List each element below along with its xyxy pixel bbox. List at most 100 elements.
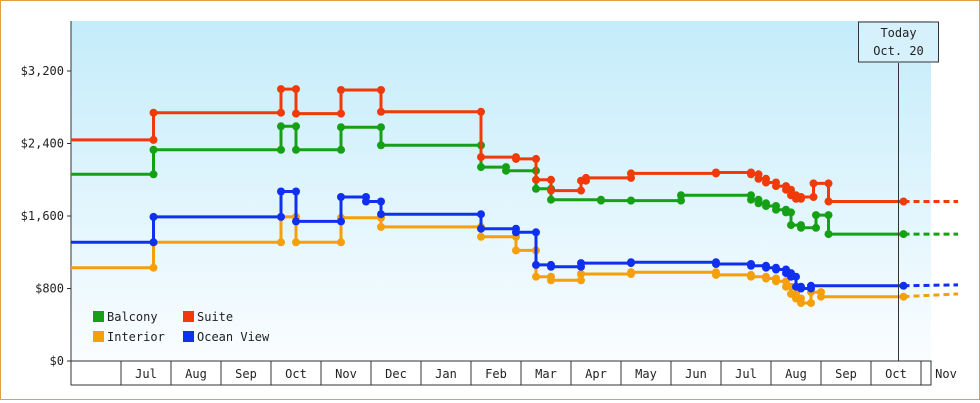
data-point: [807, 299, 815, 307]
data-point: [547, 276, 555, 285]
data-point: [149, 170, 158, 179]
data-point: [817, 292, 825, 301]
series-suite: [71, 85, 958, 206]
x-tick-label: Oct: [285, 367, 307, 381]
data-point: [712, 260, 720, 268]
data-point: [337, 109, 345, 118]
today-date-label: Oct. 20: [873, 44, 924, 58]
data-point: [377, 141, 385, 150]
legend-label: Ocean View: [197, 330, 270, 344]
data-point: [809, 179, 818, 188]
data-point: [337, 145, 345, 154]
data-point: [899, 292, 908, 301]
data-point: [337, 86, 345, 94]
data-point: [899, 197, 908, 206]
data-point: [712, 168, 720, 177]
data-point: [747, 272, 755, 281]
y-tick-label: $3,200: [21, 64, 64, 78]
data-point: [754, 199, 763, 208]
x-tick-label: Sep: [835, 367, 857, 381]
data-point: [292, 145, 300, 154]
data-point: [532, 272, 540, 281]
data-point: [337, 238, 345, 247]
x-tick-label: Jul: [735, 367, 757, 381]
data-point: [712, 270, 720, 279]
x-tick-label: Dec: [385, 367, 407, 381]
data-point: [787, 185, 795, 194]
data-point: [277, 85, 285, 94]
today-label: Today: [880, 26, 916, 40]
data-point: [532, 228, 540, 237]
legend-swatch: [183, 311, 194, 322]
data-point: [149, 108, 158, 117]
data-point: [824, 230, 833, 239]
data-point: [377, 107, 385, 116]
data-point: [747, 261, 755, 270]
data-point: [787, 221, 795, 230]
data-point: [627, 169, 635, 178]
data-point: [762, 178, 770, 187]
data-point: [899, 230, 908, 239]
data-point: [797, 193, 805, 201]
data-point: [512, 228, 520, 237]
data-point: [477, 210, 485, 219]
data-point: [502, 166, 510, 175]
data-point: [577, 259, 585, 268]
x-tick-label: Mar: [535, 367, 557, 381]
data-point: [337, 123, 345, 132]
data-point: [477, 107, 485, 116]
data-point: [477, 232, 485, 241]
data-point: [149, 212, 158, 221]
x-tick-label: Nov: [935, 367, 957, 381]
legend-label: Suite: [197, 310, 233, 324]
data-point: [797, 299, 805, 307]
data-point: [807, 281, 815, 290]
data-point: [809, 193, 818, 201]
legend-swatch: [183, 331, 194, 342]
data-point: [747, 170, 755, 179]
forecast-line: [903, 283, 959, 288]
data-point: [532, 260, 540, 269]
data-point: [377, 86, 385, 94]
x-tick-label: Apr: [585, 367, 607, 381]
x-tick-label: Aug: [785, 367, 807, 381]
data-point: [512, 154, 520, 163]
x-tick-label: Nov: [335, 367, 357, 381]
data-point: [292, 85, 300, 94]
today-box: [858, 21, 939, 63]
data-point: [762, 202, 770, 210]
data-point: [337, 217, 345, 226]
data-point: [277, 145, 285, 154]
y-tick-label: $2,400: [21, 137, 64, 151]
data-point: [797, 284, 805, 293]
data-point: [292, 238, 300, 247]
data-point: [677, 191, 685, 200]
data-point: [292, 122, 300, 131]
y-tick-label: $1,600: [21, 209, 64, 223]
data-point: [792, 272, 800, 281]
data-point: [772, 277, 780, 286]
x-tick-label: Jan: [435, 367, 457, 381]
series-ocean-view: [71, 187, 959, 293]
data-point: [762, 263, 770, 272]
data-point: [627, 268, 635, 277]
data-point: [149, 263, 158, 272]
data-point: [277, 122, 285, 131]
data-point: [277, 187, 285, 196]
data-point: [292, 109, 300, 118]
data-point: [899, 281, 908, 290]
data-point: [377, 210, 385, 219]
data-point: [149, 135, 158, 144]
legend-swatch: [93, 331, 104, 342]
data-point: [577, 270, 585, 278]
data-point: [747, 195, 755, 204]
series-balcony: [71, 122, 958, 239]
legend-label: Interior: [107, 330, 165, 344]
data-point: [532, 154, 540, 163]
data-point: [627, 196, 635, 205]
data-point: [824, 179, 833, 188]
data-point: [512, 246, 520, 255]
data-point: [532, 184, 540, 193]
data-point: [547, 195, 555, 204]
data-point: [477, 224, 485, 233]
